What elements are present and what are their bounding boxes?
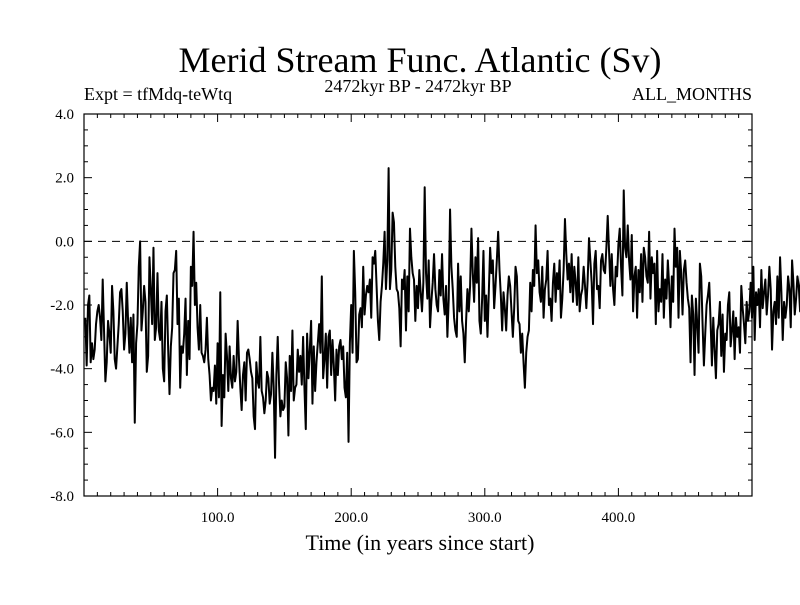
experiment-label: Expt = tfMdq-teWtq bbox=[84, 84, 232, 104]
x-tick-label: 200.0 bbox=[334, 510, 368, 526]
x-tick-label: 300.0 bbox=[468, 510, 502, 526]
y-tick-label: 0.0 bbox=[55, 234, 74, 250]
y-tick-label: 2.0 bbox=[55, 171, 74, 187]
x-tick-label: 100.0 bbox=[201, 510, 235, 526]
time-range-label: 2472kyr BP - 2472kyr BP bbox=[324, 76, 511, 96]
plot-frame bbox=[83, 113, 753, 497]
series-line-0 bbox=[84, 167, 800, 459]
x-tick-label: 400.0 bbox=[602, 510, 636, 526]
y-tick-label: -4.0 bbox=[50, 362, 74, 378]
months-label: ALL_MONTHS bbox=[632, 84, 752, 104]
chart-title: Merid Stream Func. Atlantic (Sv) bbox=[179, 40, 662, 80]
y-tick-label: 4.0 bbox=[55, 107, 74, 123]
y-tick-label: -6.0 bbox=[50, 425, 74, 441]
y-tick-label: -2.0 bbox=[50, 298, 74, 314]
x-axis-label: Time (in years since start) bbox=[306, 530, 535, 555]
y-tick-label: -8.0 bbox=[50, 489, 74, 505]
plot-area: 100.0 200.0 300.0 400.0 4.0 2.0 0.0 -2.0 -4.0 -6.… bbox=[50, 107, 800, 526]
